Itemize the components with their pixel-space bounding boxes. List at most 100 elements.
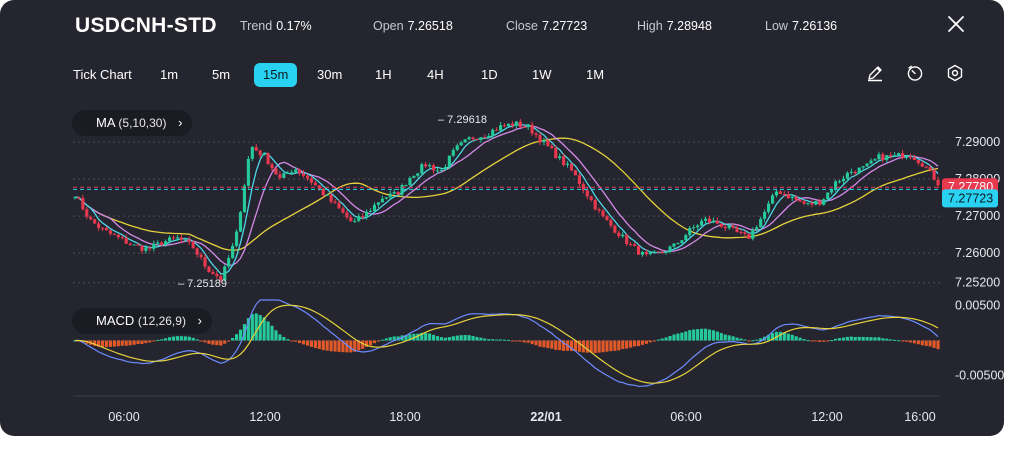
- low-label: Low: [765, 19, 788, 33]
- ma30-line: [74, 137, 939, 251]
- candle-body: [664, 251, 668, 253]
- candle-body: [219, 276, 223, 281]
- macd-histogram-bar: [924, 340, 928, 346]
- timeframe-1d[interactable]: 1D: [481, 67, 498, 82]
- candle-body: [562, 156, 566, 165]
- ma-indicator-pill[interactable]: MA (5,10,30) ›: [72, 110, 193, 136]
- macd-histogram-bar: [514, 340, 518, 342]
- candle-body: [164, 241, 168, 246]
- macd-histogram-bar: [349, 340, 353, 353]
- timeframe-30m[interactable]: 30m: [317, 67, 343, 82]
- candle-body: [73, 197, 77, 199]
- candle-body: [526, 124, 530, 128]
- macd-histogram-bar: [179, 336, 183, 341]
- macd-histogram-bar: [916, 340, 920, 345]
- candle-body: [329, 194, 333, 202]
- candle-body: [692, 227, 696, 229]
- macd-histogram-bar: [652, 340, 656, 342]
- macd-histogram-bar: [562, 340, 566, 351]
- candle-body: [822, 199, 826, 205]
- candle-body: [171, 237, 176, 239]
- macd-histogram-bar: [609, 340, 613, 352]
- macd-histogram-bar: [416, 333, 420, 341]
- clock-icon[interactable]: [906, 64, 924, 82]
- macd-histogram-bar: [499, 339, 503, 341]
- macd-histogram-bar: [286, 339, 290, 341]
- macd-indicator-pill[interactable]: MACD (12,26,9) ›: [72, 308, 212, 334]
- candle-body: [258, 150, 262, 156]
- candle-body: [593, 199, 597, 210]
- candle-body: [333, 201, 337, 204]
- macd-histogram-bar: [889, 339, 893, 341]
- candle-body: [648, 252, 652, 255]
- timeframe-4h[interactable]: 4H: [427, 67, 444, 82]
- macd-histogram-bar: [73, 340, 77, 342]
- macd-histogram-bar: [759, 338, 763, 341]
- macd-histogram-bar: [676, 333, 680, 341]
- candle-body: [254, 147, 258, 151]
- candle-body: [747, 234, 751, 239]
- pencil-icon[interactable]: [866, 64, 884, 82]
- open-stat: Open 7.26518: [373, 19, 453, 33]
- candle-body: [368, 211, 373, 213]
- candle-body: [404, 185, 408, 187]
- candle-body: [668, 246, 672, 252]
- macd-histogram-bar: [656, 339, 660, 341]
- candle-body: [696, 225, 700, 228]
- macd-histogram-bar: [873, 337, 877, 341]
- timeframe-15m[interactable]: 15m: [254, 63, 298, 87]
- macd-name: MACD: [96, 313, 135, 328]
- candle-body: [684, 235, 688, 241]
- ma10-line: [74, 125, 939, 267]
- macd-histogram-bar: [380, 339, 384, 341]
- macd-histogram-bar: [621, 340, 625, 350]
- macd-histogram-bar: [877, 337, 881, 341]
- macd-histogram-bar: [471, 335, 475, 341]
- timeframe-1w[interactable]: 1W: [532, 67, 552, 82]
- candle-body: [743, 232, 747, 235]
- close-icon[interactable]: [947, 15, 965, 33]
- macd-histogram-bar: [806, 340, 810, 342]
- macd-histogram-bar: [633, 340, 637, 347]
- macd-histogram-bar: [187, 336, 191, 341]
- macd-histogram-bar: [841, 337, 846, 341]
- candle-body: [231, 245, 235, 259]
- candle-body: [920, 163, 924, 167]
- timeframe-1h[interactable]: 1H: [375, 67, 392, 82]
- candle-body: [266, 153, 270, 165]
- macd-histogram-bar: [770, 333, 775, 341]
- candle-body: [861, 166, 865, 168]
- macd-histogram-bar: [597, 340, 601, 353]
- price-chart[interactable]: 7.290007.280007.270007.260007.252000.005…: [0, 0, 1004, 436]
- candle-body: [877, 154, 881, 160]
- candle-body: [881, 154, 885, 161]
- ma-params: (5,10,30): [118, 116, 167, 130]
- candle-body: [932, 169, 936, 180]
- macd-histogram-bar: [857, 336, 861, 341]
- chart-type-label[interactable]: Tick Chart: [73, 67, 132, 82]
- macd-histogram-bar: [266, 321, 270, 341]
- settings-icon[interactable]: [946, 64, 964, 82]
- candle-body: [124, 237, 128, 244]
- timeframe-1mo[interactable]: 1M: [586, 67, 605, 82]
- y-tick-label: 7.29000: [955, 135, 1000, 149]
- candle-body: [274, 168, 278, 175]
- macd-histogram-bar: [435, 336, 440, 341]
- y-tick-label: 7.25200: [955, 276, 1000, 290]
- macd-histogram-bar: [345, 340, 349, 353]
- candle-body: [723, 226, 727, 229]
- candle-body: [676, 243, 680, 245]
- timeframe-5m[interactable]: 5m: [212, 67, 231, 82]
- candle-body: [191, 241, 195, 249]
- macd-histogram-bar: [625, 340, 629, 349]
- macd-histogram-bar: [502, 339, 507, 341]
- candle-body: [502, 125, 507, 127]
- timeframe-1m[interactable]: 1m: [160, 67, 179, 82]
- candle-body: [774, 191, 779, 196]
- candle-body: [613, 225, 617, 233]
- macd-histogram-bar: [593, 340, 597, 354]
- macd-histogram-bar: [463, 335, 467, 341]
- macd-histogram-bar: [100, 340, 105, 347]
- candle-body: [605, 216, 609, 221]
- candle-body: [652, 251, 656, 253]
